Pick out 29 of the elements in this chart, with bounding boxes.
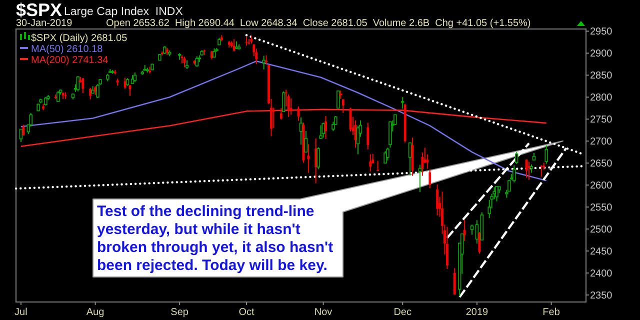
x-tick-label: Oct <box>238 307 254 318</box>
x-tick-label: Nov <box>314 307 332 318</box>
y-tick-label: 2550 <box>590 202 613 214</box>
y-tick-label: 2750 <box>590 114 613 126</box>
legend-label: $SPX (Daily) 2681.05 <box>31 33 128 44</box>
y-tick-label: 2950 <box>590 26 613 38</box>
chart-subtitle: Large Cap Index INDX <box>64 6 184 18</box>
x-tick-label: Aug <box>86 307 104 318</box>
y-tick-label: 2350 <box>590 290 613 302</box>
annotation: Test of the declining trend-line yesterday, but while it hasn't broken through yet, it also hasn't been rejected. Today will be key. <box>97 203 334 274</box>
y-tick-label: 2850 <box>590 70 613 82</box>
x-tick-label: Jul <box>14 307 28 318</box>
x-tick-label: 2019 <box>466 307 489 318</box>
legend-label: MA(200) 2741.34 <box>31 55 109 66</box>
y-tick-label: 2400 <box>590 268 613 280</box>
y-tick-label: 2450 <box>590 246 613 258</box>
legend-label: MA(50) 2610.18 <box>31 44 104 55</box>
x-tick-label: Feb <box>542 307 560 318</box>
x-tick-label: Sep <box>170 307 189 318</box>
chart-title: $SPX <box>16 0 62 20</box>
y-tick-label: 2600 <box>590 180 613 192</box>
text: Open 2653.62 High 2690.44 Low 2648.34 Close 2681.05 Volume 2.6B Chg +41.05 (+1.55%) <box>106 18 531 29</box>
y-tick-label: 2900 <box>590 48 613 60</box>
y-tick-label: 2800 <box>590 92 613 104</box>
text: 30-Jan-2019 <box>16 18 73 29</box>
y-tick-label: 2650 <box>590 158 613 170</box>
x-tick-label: Dec <box>394 307 412 318</box>
y-tick-label: 2700 <box>590 136 613 148</box>
y-tick-label: 2500 <box>590 224 613 236</box>
